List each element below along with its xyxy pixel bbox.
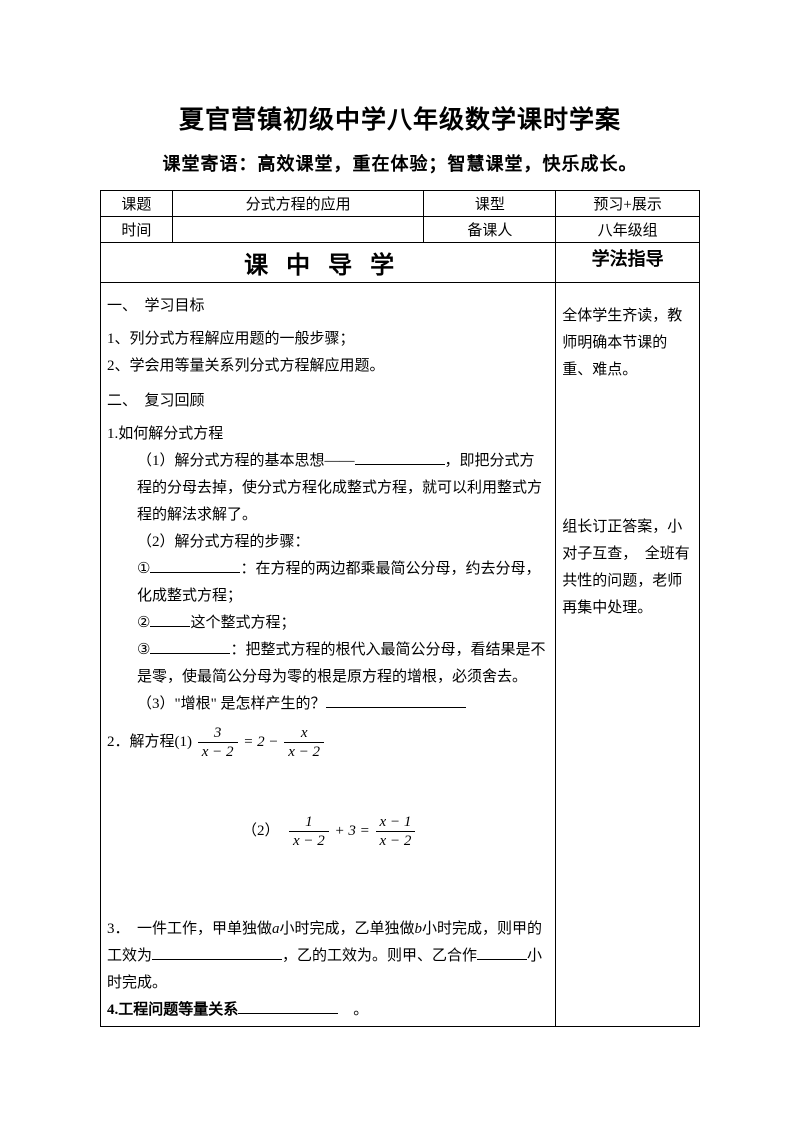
eq2-label: （2） bbox=[242, 823, 280, 839]
sec2-1: 1.如何解分式方程 bbox=[107, 421, 549, 448]
eq2-rhs-den: x − 2 bbox=[376, 832, 416, 850]
eq1-lhs-num: 3 bbox=[198, 724, 238, 743]
content-cell: 一、 学习目标 1、列分式方程解应用题的一般步骤； 2、学会用等量关系列分式方程… bbox=[101, 283, 556, 1027]
hdr-time-value bbox=[172, 217, 424, 243]
eq1-label: 2．解方程(1) bbox=[107, 734, 192, 750]
sec2-1-1a: （1）解分式方程的基本思想—— bbox=[137, 453, 355, 469]
page-subtitle: 课堂寄语：高效课堂，重在体验；智慧课堂，快乐成长。 bbox=[100, 150, 700, 176]
t: 小时完成，乙单独做 bbox=[280, 921, 415, 937]
header-row-2: 时间 备课人 八年级组 bbox=[101, 217, 700, 243]
blank bbox=[150, 558, 240, 573]
blank bbox=[355, 450, 445, 465]
sec2-1-2-1: ①：在方程的两边都乘最简公分母，约去分母，化成整式方程； bbox=[107, 556, 549, 610]
guide-1: 全体学生齐读，教师明确本节课的重、难点。 bbox=[562, 303, 693, 384]
hdr-topic-label: 课题 bbox=[101, 191, 173, 217]
eq1-lhs: 3 x − 2 bbox=[198, 724, 238, 761]
sec2-heading: 二、 复习回顾 bbox=[107, 388, 549, 415]
eq2-rhs: x − 1 x − 2 bbox=[376, 813, 416, 850]
lesson-table: 课题 分式方程的应用 课型 预习+展示 时间 备课人 八年级组 课中导学 学法指… bbox=[100, 190, 700, 1027]
blank bbox=[238, 999, 338, 1014]
section-title: 课中导学 bbox=[101, 243, 556, 283]
section-title-row: 课中导学 学法指导 bbox=[101, 243, 700, 283]
blank bbox=[150, 612, 190, 627]
t: 3． 一件工作，甲单独做 bbox=[107, 921, 272, 937]
eq2-line: （2） 1 x − 2 + 3 = x − 1 x − 2 bbox=[107, 813, 549, 850]
eq2-lhs-den: x − 2 bbox=[289, 832, 329, 850]
t: （3）"增根" 是怎样产生的？ bbox=[137, 696, 326, 712]
sec2-1-2-2: ② 这个整式方程； bbox=[107, 610, 549, 637]
t: 4.工程问题等量关系 bbox=[107, 1002, 238, 1018]
guide-header: 学法指导 bbox=[556, 243, 700, 283]
eq2-lhs: 1 x − 2 bbox=[289, 813, 329, 850]
hdr-author-label: 备课人 bbox=[424, 217, 556, 243]
sec2-1-3: （3）"增根" 是怎样产生的？ bbox=[107, 691, 549, 718]
hdr-time-label: 时间 bbox=[101, 217, 173, 243]
eq2-lhs-num: 1 bbox=[289, 813, 329, 832]
t: 。 bbox=[338, 1002, 368, 1018]
sec2-1-1: （1）解分式方程的基本思想——，即把分式方程的分母去掉，使分式方程化成整式方程，… bbox=[107, 448, 549, 529]
sec2-3: 3． 一件工作，甲单独做a小时完成，乙单独做b小时完成，则甲的工效为，乙的工效为… bbox=[107, 916, 549, 997]
hdr-type-label: 课型 bbox=[424, 191, 556, 217]
blank bbox=[150, 639, 230, 654]
sec2-1-2-3: ③：把整式方程的根代入最简公分母，看结果是不是零，使最简公分母为零的根是原方程的… bbox=[107, 637, 549, 691]
guide-cell: 全体学生齐读，教师明确本节课的重、难点。 组长订正答案，小对子互查， 全班有共性… bbox=[556, 283, 700, 1027]
page-title: 夏官营镇初级中学八年级数学课时学案 bbox=[100, 100, 700, 136]
eq1-line: 2．解方程(1) 3 x − 2 = 2 − x x − 2 bbox=[107, 724, 549, 761]
blank bbox=[326, 693, 466, 708]
hdr-author-value: 八年级组 bbox=[556, 217, 700, 243]
sec2-1-2: （2）解分式方程的步骤： bbox=[107, 529, 549, 556]
eq1-rhs: x x − 2 bbox=[284, 724, 324, 761]
blank bbox=[152, 945, 282, 960]
eq2-mid: + 3 = bbox=[335, 823, 374, 839]
body-row: 一、 学习目标 1、列分式方程解应用题的一般步骤； 2、学会用等量关系列分式方程… bbox=[101, 283, 700, 1027]
hdr-topic-value: 分式方程的应用 bbox=[172, 191, 424, 217]
t: 。则甲、乙合作 bbox=[372, 948, 477, 964]
eq1-rhs-den: x − 2 bbox=[284, 743, 324, 761]
sec1-line2: 2、学会用等量关系列分式方程解应用题。 bbox=[107, 353, 549, 380]
sec1-heading: 一、 学习目标 bbox=[107, 293, 549, 320]
eq1-lhs-den: x − 2 bbox=[198, 743, 238, 761]
guide-2: 组长订正答案，小对子互查， 全班有共性的问题，老师再集中处理。 bbox=[562, 514, 693, 622]
sec2-4: 4.工程问题等量关系 。 bbox=[107, 997, 549, 1024]
eq1-rhs-num: x bbox=[284, 724, 324, 743]
sec1-line1: 1、列分式方程解应用题的一般步骤； bbox=[107, 326, 549, 353]
header-row-1: 课题 分式方程的应用 课型 预习+展示 bbox=[101, 191, 700, 217]
t: ② bbox=[137, 615, 150, 631]
t: ③ bbox=[137, 642, 150, 658]
t: 这个整式方程； bbox=[190, 615, 295, 631]
eq2-rhs-num: x − 1 bbox=[376, 813, 416, 832]
t: ① bbox=[137, 561, 150, 577]
hdr-type-value: 预习+展示 bbox=[556, 191, 700, 217]
blank bbox=[477, 945, 527, 960]
t: ，乙的工效为 bbox=[282, 948, 372, 964]
eq1-mid: = 2 − bbox=[243, 734, 282, 750]
